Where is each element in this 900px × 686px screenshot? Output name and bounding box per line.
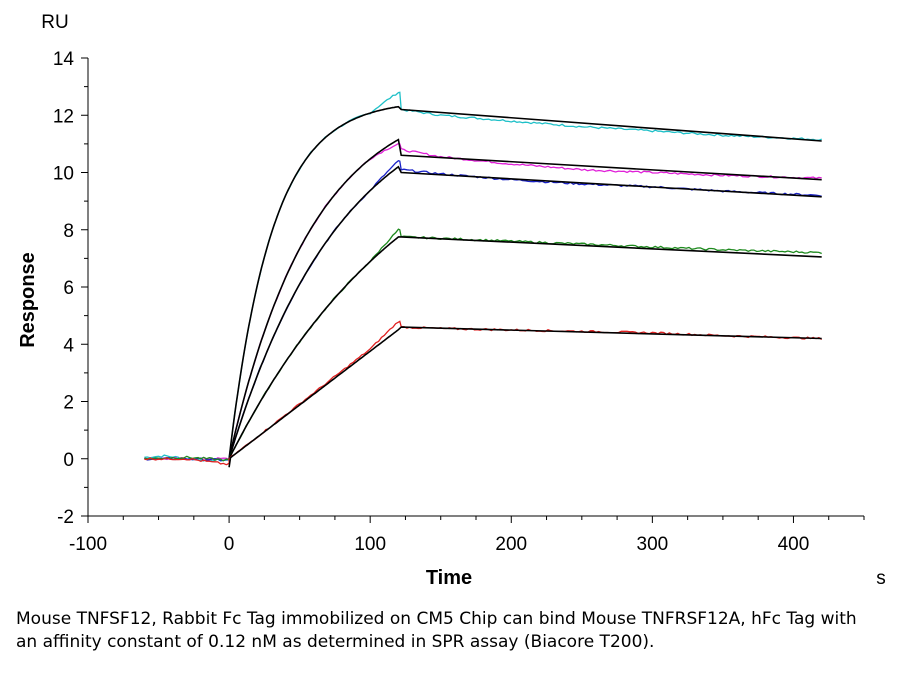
series-layer — [144, 91, 823, 468]
axes-layer: -2 0 2 4 6 8 10 12 14 -100 0 100 200 300 400 — [53, 49, 865, 555]
figure-caption: Mouse TNFSF12, Rabbit Fc Tag immobilized… — [16, 609, 857, 652]
x-unit-label: s — [876, 568, 886, 589]
y-axis-title: Response — [17, 252, 39, 348]
fit-curve-1 — [228, 105, 822, 459]
y-tick-label: 2 — [63, 393, 74, 414]
y-tick-label: 14 — [53, 49, 75, 70]
fit-curve-4 — [228, 236, 822, 460]
x-axis-title: Time — [426, 567, 472, 589]
y-tick-label: 4 — [63, 335, 74, 356]
y-tick-label: -2 — [57, 507, 74, 528]
measured-trace-3 — [144, 159, 822, 462]
x-tick-label: 0 — [224, 534, 235, 555]
x-tick-label: 400 — [778, 534, 810, 555]
fit-curve-2 — [228, 138, 822, 459]
fit-curve-3 — [228, 165, 822, 460]
x-tick-label: -100 — [69, 534, 107, 555]
x-tick-label: 100 — [354, 534, 386, 555]
y-tick-label: 10 — [53, 164, 74, 185]
y-tick-label: 0 — [63, 450, 74, 471]
y-tick-label: 8 — [63, 221, 74, 242]
x-tick-label: 300 — [637, 534, 669, 555]
y-tick-label: 6 — [63, 278, 74, 299]
x-tick-label: 200 — [495, 534, 527, 555]
y-unit-label: RU — [41, 12, 68, 33]
y-tick-label: 12 — [53, 106, 74, 127]
fit-curve-5 — [228, 326, 822, 468]
